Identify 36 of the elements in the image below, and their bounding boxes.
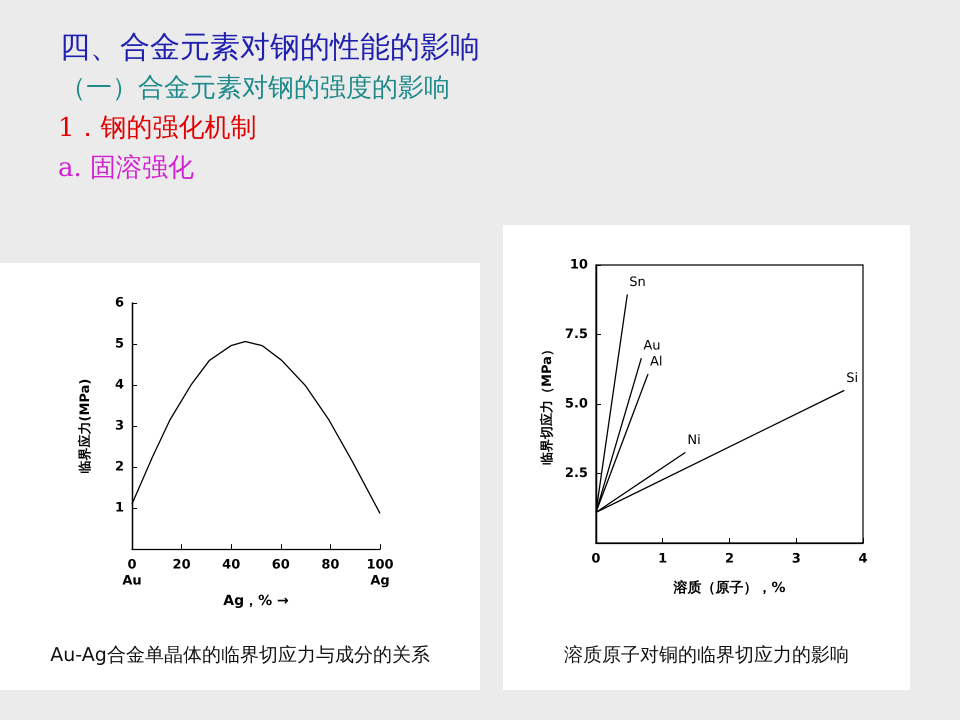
series-label: Al — [650, 354, 663, 370]
chart-title: 四、合金元素对钢的性能的影响 — [60, 29, 480, 67]
y-tick-label: 2 — [114, 460, 124, 475]
x-tick-label: 1 — [658, 552, 668, 566]
text: Au-Ag合金单晶体的临界切应力与成分的关系 — [49, 643, 431, 668]
series-label: Ni — [687, 432, 701, 448]
y-axis-title: 临界应力(MPa) — [77, 378, 93, 474]
y-tick-label: 5.0 — [564, 396, 588, 412]
series-label: Au — [643, 338, 660, 354]
text: 1．钢的强化机制 — [58, 112, 258, 145]
y-axis-title: 临界切应力（MPa） — [539, 343, 555, 465]
x-tick-label: 60 — [272, 558, 290, 573]
y-tick-label: 2.5 — [564, 466, 588, 481]
x-axis-title: Ag，% → — [223, 593, 290, 609]
x-tick-label: 3 — [792, 552, 801, 566]
series-label: Si — [846, 370, 858, 386]
x-tick-label: 100 Ag — [366, 558, 394, 589]
x-tick-label: 80 — [321, 558, 340, 573]
x-tick-label: 0 Au — [122, 558, 142, 589]
x-tick-label: 4 — [858, 552, 868, 566]
y-tick-label: 1 — [114, 500, 124, 516]
x-tick-label: 20 — [172, 558, 191, 573]
y-tick-label: 5 — [114, 336, 124, 352]
y-tick-label: 3 — [114, 418, 124, 434]
x-tick-label: 40 — [222, 558, 240, 573]
y-tick-label: 10 — [570, 258, 588, 272]
x-axis-title: 溶质（原子），% — [672, 579, 786, 596]
chart-subtitle: （一）合金元素对钢的强度的影响 — [60, 72, 451, 105]
text: a. 固溶强化 — [58, 152, 196, 185]
series-label: Sn — [629, 274, 646, 290]
y-tick-label: 7.5 — [564, 327, 588, 342]
y-tick-label: 6 — [114, 296, 124, 310]
x-tick-label: 2 — [724, 552, 734, 566]
x-tick-label: 0 — [591, 552, 600, 566]
text: 溶质原子对铜的临界切应力的影响 — [563, 643, 850, 668]
y-tick-label: 4 — [114, 378, 124, 393]
